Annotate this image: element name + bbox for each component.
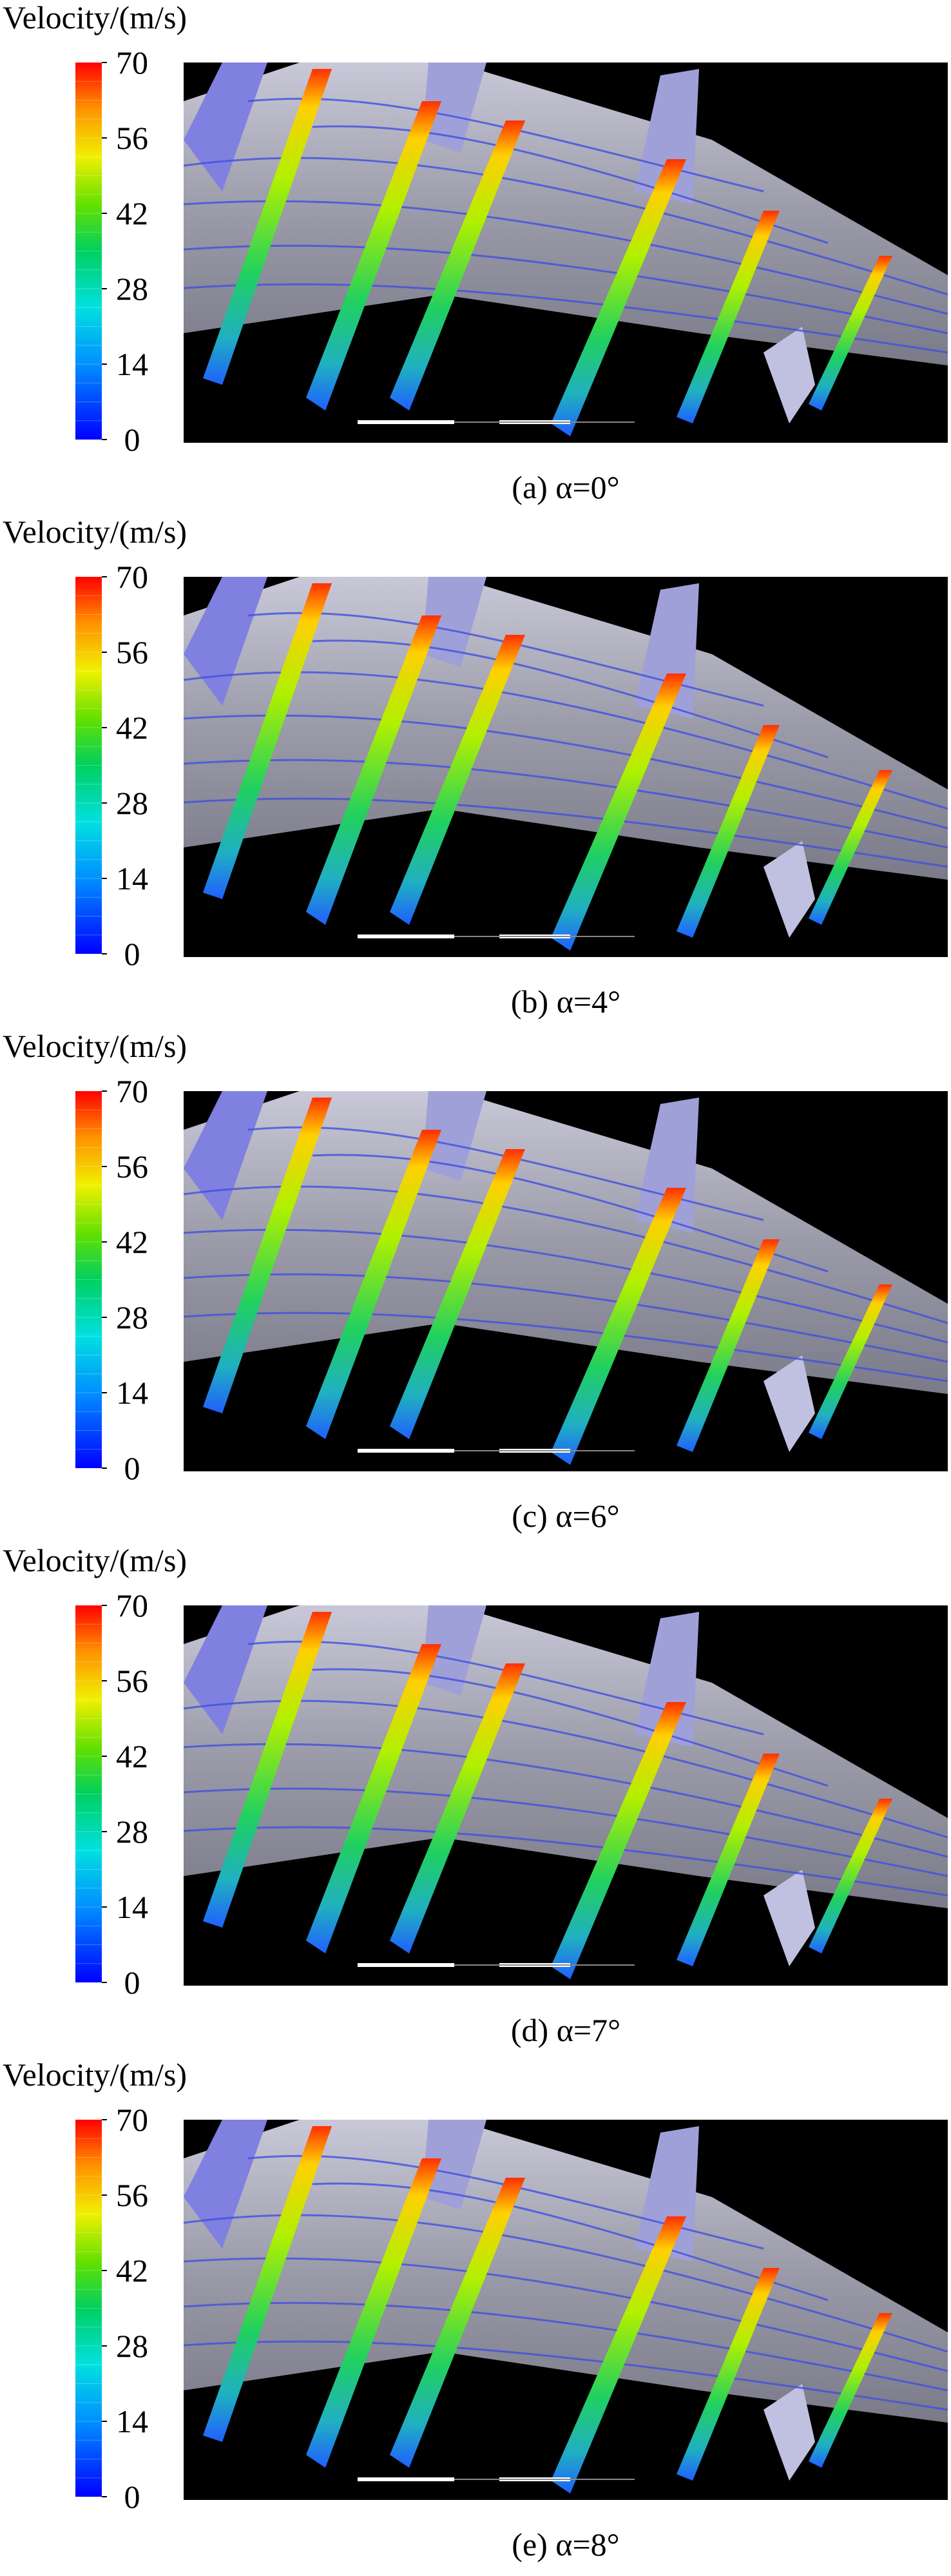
colorbar-tick-label: 56 xyxy=(116,634,148,670)
panel: Velocity/(m/s) 0 14 28 42 56 70 (a) α=0° xyxy=(3,0,948,505)
colorbar xyxy=(75,1091,102,1468)
colorbar-tick-label: 28 xyxy=(116,785,148,821)
colorbar-tick-label: 28 xyxy=(116,2328,148,2364)
colorbar-tick-label: 28 xyxy=(116,1814,148,1850)
colorbar-tick-label: 42 xyxy=(116,710,148,746)
caption: (d) α=7° xyxy=(511,2012,620,2048)
colorbar-tick-label: 70 xyxy=(116,2102,148,2138)
colorbar-tick-label: 56 xyxy=(116,1148,148,1185)
colorbar-tick-label: 42 xyxy=(116,1224,148,1260)
colorbar-tick-label: 14 xyxy=(116,1889,148,1925)
colorbar-tick-label: 14 xyxy=(116,1375,148,1411)
colorbar-tick-label: 70 xyxy=(116,559,148,595)
colorbar-tick-label: 14 xyxy=(116,860,148,896)
colorbar xyxy=(75,2120,102,2497)
legend-title: Velocity/(m/s) xyxy=(3,2057,187,2093)
colorbar-tick-label: 42 xyxy=(116,195,148,231)
panel: Velocity/(m/s) 0 14 28 42 56 70 (b) α=4° xyxy=(3,514,948,1020)
legend-title: Velocity/(m/s) xyxy=(3,0,187,35)
colorbar-tick-label: 0 xyxy=(124,1450,140,1486)
cfd-image xyxy=(184,577,948,957)
colorbar-tick-label: 14 xyxy=(116,2403,148,2439)
colorbar-tick-label: 0 xyxy=(124,421,140,458)
colorbar-tick-label: 56 xyxy=(116,120,148,156)
colorbar xyxy=(75,1605,102,1982)
colorbar-tick-label: 70 xyxy=(116,1587,148,1623)
panel: Velocity/(m/s) 0 14 28 42 56 70 (c) α=6° xyxy=(3,1028,948,1534)
colorbar-tick-label: 0 xyxy=(124,936,140,972)
cfd-image xyxy=(184,1091,948,1471)
caption: (a) α=0° xyxy=(512,469,619,505)
colorbar xyxy=(75,577,102,954)
caption: (c) α=6° xyxy=(512,1498,619,1534)
cfd-image xyxy=(184,63,948,443)
legend-title: Velocity/(m/s) xyxy=(3,514,187,550)
panel: Velocity/(m/s) 0 14 28 42 56 70 (d) α=7° xyxy=(3,1542,948,2048)
colorbar-tick-label: 56 xyxy=(116,1663,148,1699)
cfd-image xyxy=(184,1605,948,1986)
colorbar-tick-label: 42 xyxy=(116,1738,148,1774)
colorbar-tick-label: 0 xyxy=(124,1964,140,2000)
colorbar-tick-label: 0 xyxy=(124,2479,140,2515)
colorbar-tick-label: 28 xyxy=(116,1299,148,1335)
caption: (e) α=8° xyxy=(512,2526,619,2562)
legend-title: Velocity/(m/s) xyxy=(3,1542,187,1578)
colorbar xyxy=(75,63,102,440)
colorbar-tick-label: 28 xyxy=(116,271,148,307)
colorbar-tick-label: 70 xyxy=(116,1073,148,1109)
cfd-image xyxy=(184,2120,948,2500)
colorbar-tick-label: 42 xyxy=(116,2252,148,2289)
colorbar-tick-label: 56 xyxy=(116,2177,148,2213)
legend-title: Velocity/(m/s) xyxy=(3,1028,187,1064)
colorbar-tick-label: 70 xyxy=(116,44,148,81)
caption: (b) α=4° xyxy=(511,983,620,1020)
colorbar-tick-label: 14 xyxy=(116,346,148,382)
panel: Velocity/(m/s) 0 14 28 42 56 70 (e) α=8° xyxy=(3,2057,948,2562)
